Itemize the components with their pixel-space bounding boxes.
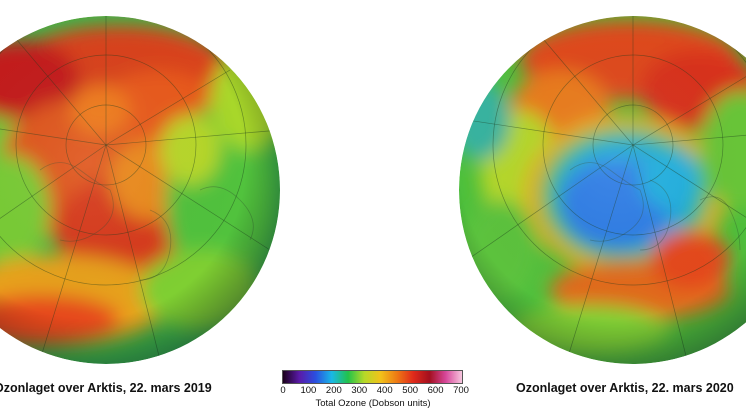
colorbar-tick-label: 500 xyxy=(402,385,419,396)
colorbar-legend: 0 100 200 300 400 500 600 700 Total Ozone (Dobs… xyxy=(280,370,469,415)
colorbar-title: Total Ozone (Dobson units) xyxy=(315,398,431,409)
colorbar-gradient xyxy=(282,370,463,384)
colorbar-ticks: 0 100 200 300 400 500 600 700 xyxy=(280,385,469,397)
colorbar-tick-label: 400 xyxy=(376,385,393,396)
globe-2020 xyxy=(459,16,746,364)
caption-2019: Ozonlaget over Arktis, 22. mars 2019 xyxy=(0,381,212,395)
colorbar-tick-label: 700 xyxy=(453,385,469,396)
colorbar-tick-label: 600 xyxy=(427,385,444,396)
colorbar-tick-label: 200 xyxy=(325,385,342,396)
colorbar-tick-label: 0 xyxy=(280,385,286,396)
caption-2020: Ozonlaget over Arktis, 22. mars 2020 xyxy=(516,381,734,395)
colorbar-tick-label: 300 xyxy=(351,385,368,396)
globe-2019 xyxy=(0,16,280,364)
colorbar-tick-label: 100 xyxy=(300,385,317,396)
